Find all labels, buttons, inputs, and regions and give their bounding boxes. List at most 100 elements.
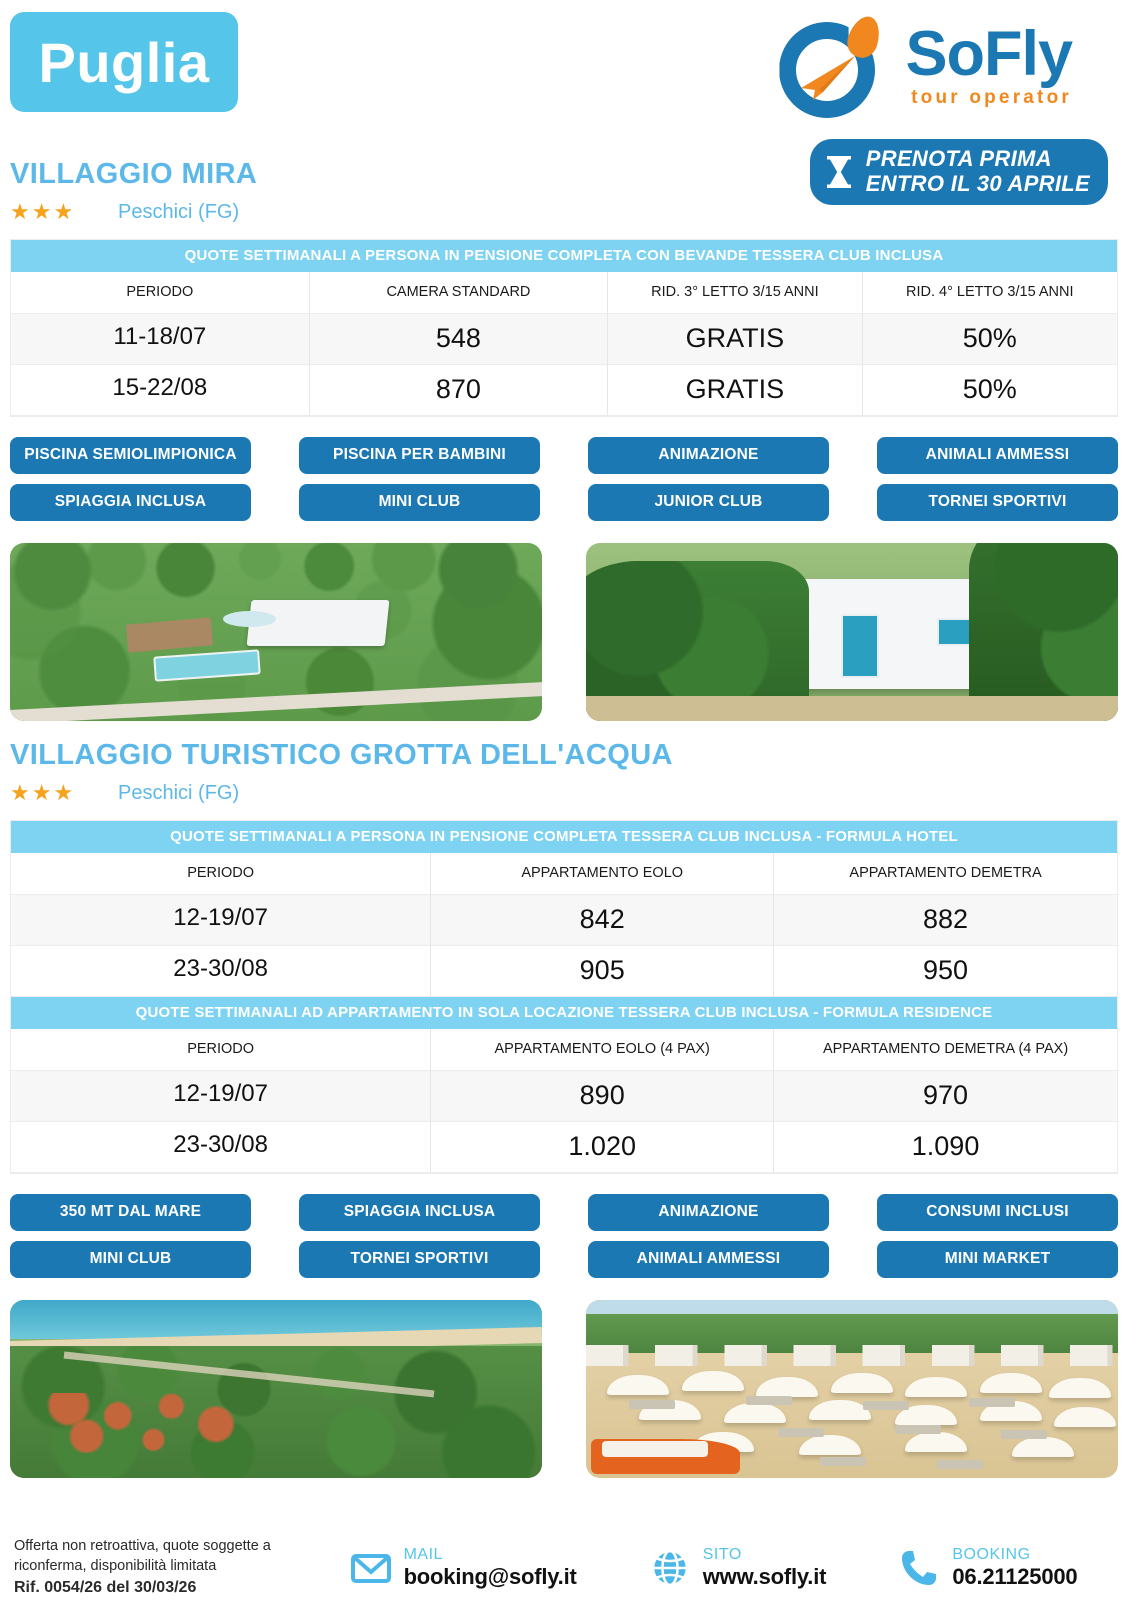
table-header-row: PERIODO APPARTAMENTO EOLO (4 PAX) APPART… [11,1029,1117,1071]
feature-tags-grotta: 350 MT DAL MARE SPIAGGIA INCLUSA ANIMAZI… [10,1194,1118,1278]
village-location: Peschici (FG) [118,781,240,804]
cell-period: 11-18/07 [11,314,310,364]
pedal-boat-seat [601,1440,709,1457]
cell-price: 905 [431,946,775,996]
aerial-coast-village-photo [10,1300,542,1478]
mail-icon [350,1554,391,1583]
village-section-mira: VILLAGGIO MIRA ★★★ Peschici (FG) PRENOTA… [0,139,1128,225]
disclaimer: Offerta non retroattiva, quote soggette … [14,1537,314,1599]
contact-booking[interactable]: BOOKING 06.21125000 [899,1546,1078,1590]
cell-price: 842 [431,895,775,945]
village-subtitle: ★★★ Peschici (FG) [10,199,1118,225]
promo-badge[interactable]: PRENOTA PRIMA ENTRO IL 30 APRILE [809,139,1108,206]
table-row: 23-30/08 1.020 1.090 [11,1122,1117,1173]
logo-wordmark: SoFly tour operator [905,23,1073,109]
reference-code: Rif. 0054/26 del 30/03/26 [14,1579,197,1597]
feature-tags-mira: PISCINA SEMIOLIMPIONICA PISCINA PER BAMB… [10,437,1118,521]
promo-text: PRENOTA PRIMA ENTRO IL 30 APRILE [865,146,1090,196]
contact-site[interactable]: SITO www.sofly.it [650,1546,827,1590]
feature-tag[interactable]: TORNEI SPORTIVI [877,484,1118,521]
column-header: RID. 4° LETTO 3/15 ANNI [906,284,1074,300]
feature-tag[interactable]: ANIMALI AMMESSI [877,437,1118,474]
disclaimer-line-1: Offerta non retroattiva, quote soggette … [14,1538,271,1555]
village-section-grotta: VILLAGGIO TURISTICO GROTTA DELL'ACQUA ★★… [0,739,1128,806]
bungalow-door [841,614,879,679]
globe-icon [651,1549,689,1587]
umbrella-group [586,1300,1118,1478]
feature-tag[interactable]: 350 MT DAL MARE [10,1194,251,1231]
hourglass-icon [826,155,851,188]
feature-tag[interactable]: PISCINA PER BAMBINI [299,437,540,474]
region-badge: Puglia [10,12,238,112]
table-row: 23-30/08 905 950 [11,946,1117,997]
cell-period: 12-19/07 [11,1071,432,1121]
feature-tag[interactable]: TORNEI SPORTIVI [299,1241,540,1278]
column-header: APPARTAMENTO EOLO [431,853,775,894]
price-table-grotta-hotel: QUOTE SETTIMANALI A PERSONA IN PENSIONE … [10,820,1118,1174]
cell-period: 15-22/08 [11,365,310,415]
column-header: RID. 3° LETTO 3/15 ANNI [608,272,863,313]
ground [586,696,1118,721]
cell-price: 1.090 [911,1131,980,1161]
feature-tag[interactable]: SPIAGGIA INCLUSA [10,484,251,521]
cell-price: GRATIS [608,314,863,364]
table-header-row: PERIODO CAMERA STANDARD RID. 3° LETTO 3/… [11,272,1117,314]
feature-tag[interactable]: JUNIOR CLUB [588,484,829,521]
aerial-resort-pools-photo [10,543,542,721]
table-band: QUOTE SETTIMANALI AD APPARTAMENTO IN SOL… [11,997,1117,1029]
beach-umbrellas-photo [586,1300,1118,1478]
feature-tag[interactable]: SPIAGGIA INCLUSA [299,1194,540,1231]
village-subtitle: ★★★ Peschici (FG) [10,780,1118,806]
contact-row: MAIL booking@sofly.it SITO www.sofly.it [314,1546,1114,1590]
round-pool [222,610,276,627]
sofly-compass-icon [773,8,891,126]
price-table-mira: QUOTE SETTIMANALI A PERSONA IN PENSIONE … [10,239,1118,417]
column-header: CAMERA STANDARD [310,272,609,313]
phone-icon [902,1551,937,1585]
feature-tag[interactable]: CONSUMI INCLUSI [877,1194,1118,1231]
sofly-logo: SoFly tour operator [773,8,1073,126]
table-row: 12-19/07 890 970 [11,1071,1117,1122]
contact-label: BOOKING [952,1546,1031,1563]
promo-line-1: PRENOTA PRIMA [865,146,1052,171]
column-header: APPARTAMENTO EOLO (4 PAX) [431,1029,775,1070]
cell-price: 1.020 [431,1122,775,1172]
feature-tag[interactable]: PISCINA SEMIOLIMPIONICA [10,437,251,474]
cell-period: 23-30/08 [11,946,432,996]
feature-tag[interactable]: ANIMALI AMMESSI [588,1241,829,1278]
contact-label: MAIL [403,1546,443,1563]
disclaimer-line-2: riconferma, disponibilità limitata [14,1557,217,1574]
village-location: Peschici (FG) [118,200,240,223]
star-rating: ★★★ [10,199,76,224]
cell-price: 950 [923,955,969,985]
feature-tag[interactable]: MINI MARKET [877,1241,1118,1278]
page-header: Puglia SoFly tour operator [0,0,1128,140]
cell-price: 890 [431,1071,775,1121]
contact-value: booking@sofly.it [403,1564,577,1589]
village-title: VILLAGGIO TURISTICO GROTTA DELL'ACQUA [10,739,673,771]
cell-price: 870 [310,365,609,415]
cell-price: 970 [923,1080,969,1110]
table-band: QUOTE SETTIMANALI A PERSONA IN PENSIONE … [11,821,1117,853]
column-header: APPARTAMENTO DEMETRA (4 PAX) [822,1041,1069,1057]
contact-value: www.sofly.it [702,1564,827,1589]
table-row: 12-19/07 842 882 [11,895,1117,946]
cell-period: 23-30/08 [11,1122,432,1172]
feature-tag[interactable]: MINI CLUB [299,484,540,521]
bush-right [969,543,1118,721]
feature-tag[interactable]: ANIMAZIONE [588,437,829,474]
bush-left [586,560,810,721]
cell-price: 548 [310,314,609,364]
feature-tag[interactable]: MINI CLUB [10,1241,251,1278]
beach-cabins [586,1344,1118,1366]
table-header-row: PERIODO APPARTAMENTO EOLO APPARTAMENTO D… [11,853,1117,895]
cell-price: 50% [962,374,1017,404]
contact-mail[interactable]: MAIL booking@sofly.it [350,1546,577,1590]
promo-line-2: ENTRO IL 30 APRILE [865,170,1090,196]
column-header: PERIODO [11,272,310,313]
photo-row-grotta [10,1300,1118,1478]
feature-tag[interactable]: ANIMAZIONE [588,1194,829,1231]
table-band: QUOTE SETTIMANALI A PERSONA IN PENSIONE … [11,240,1117,272]
page-footer: Offerta non retroattiva, quote soggette … [0,1520,1128,1616]
table-row: 11-18/07 548 GRATIS 50% [11,314,1117,365]
